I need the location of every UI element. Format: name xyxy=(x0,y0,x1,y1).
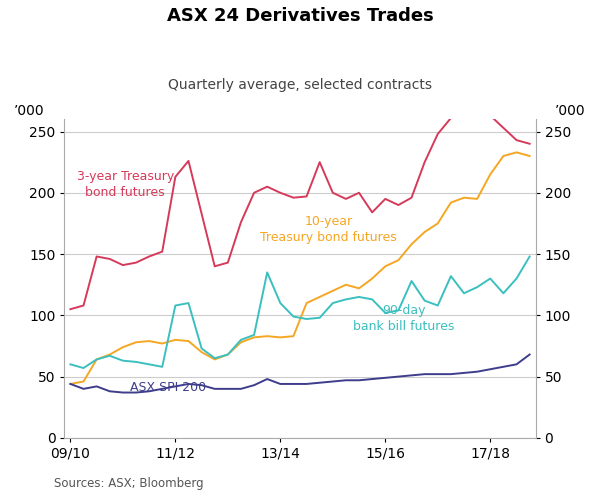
Text: 3-year Treasury
bond futures: 3-year Treasury bond futures xyxy=(77,170,174,199)
Title: Quarterly average, selected contracts: Quarterly average, selected contracts xyxy=(168,78,432,92)
Text: ’000: ’000 xyxy=(555,103,586,118)
Text: Sources: ASX; Bloomberg: Sources: ASX; Bloomberg xyxy=(54,477,203,490)
Text: 90-day
bank bill futures: 90-day bank bill futures xyxy=(353,304,455,333)
Text: ’000: ’000 xyxy=(14,103,45,118)
Text: ASX SPI 200: ASX SPI 200 xyxy=(130,381,206,394)
Text: 10-year
Treasury bond futures: 10-year Treasury bond futures xyxy=(260,215,397,244)
Text: ASX 24 Derivatives Trades: ASX 24 Derivatives Trades xyxy=(167,7,433,25)
